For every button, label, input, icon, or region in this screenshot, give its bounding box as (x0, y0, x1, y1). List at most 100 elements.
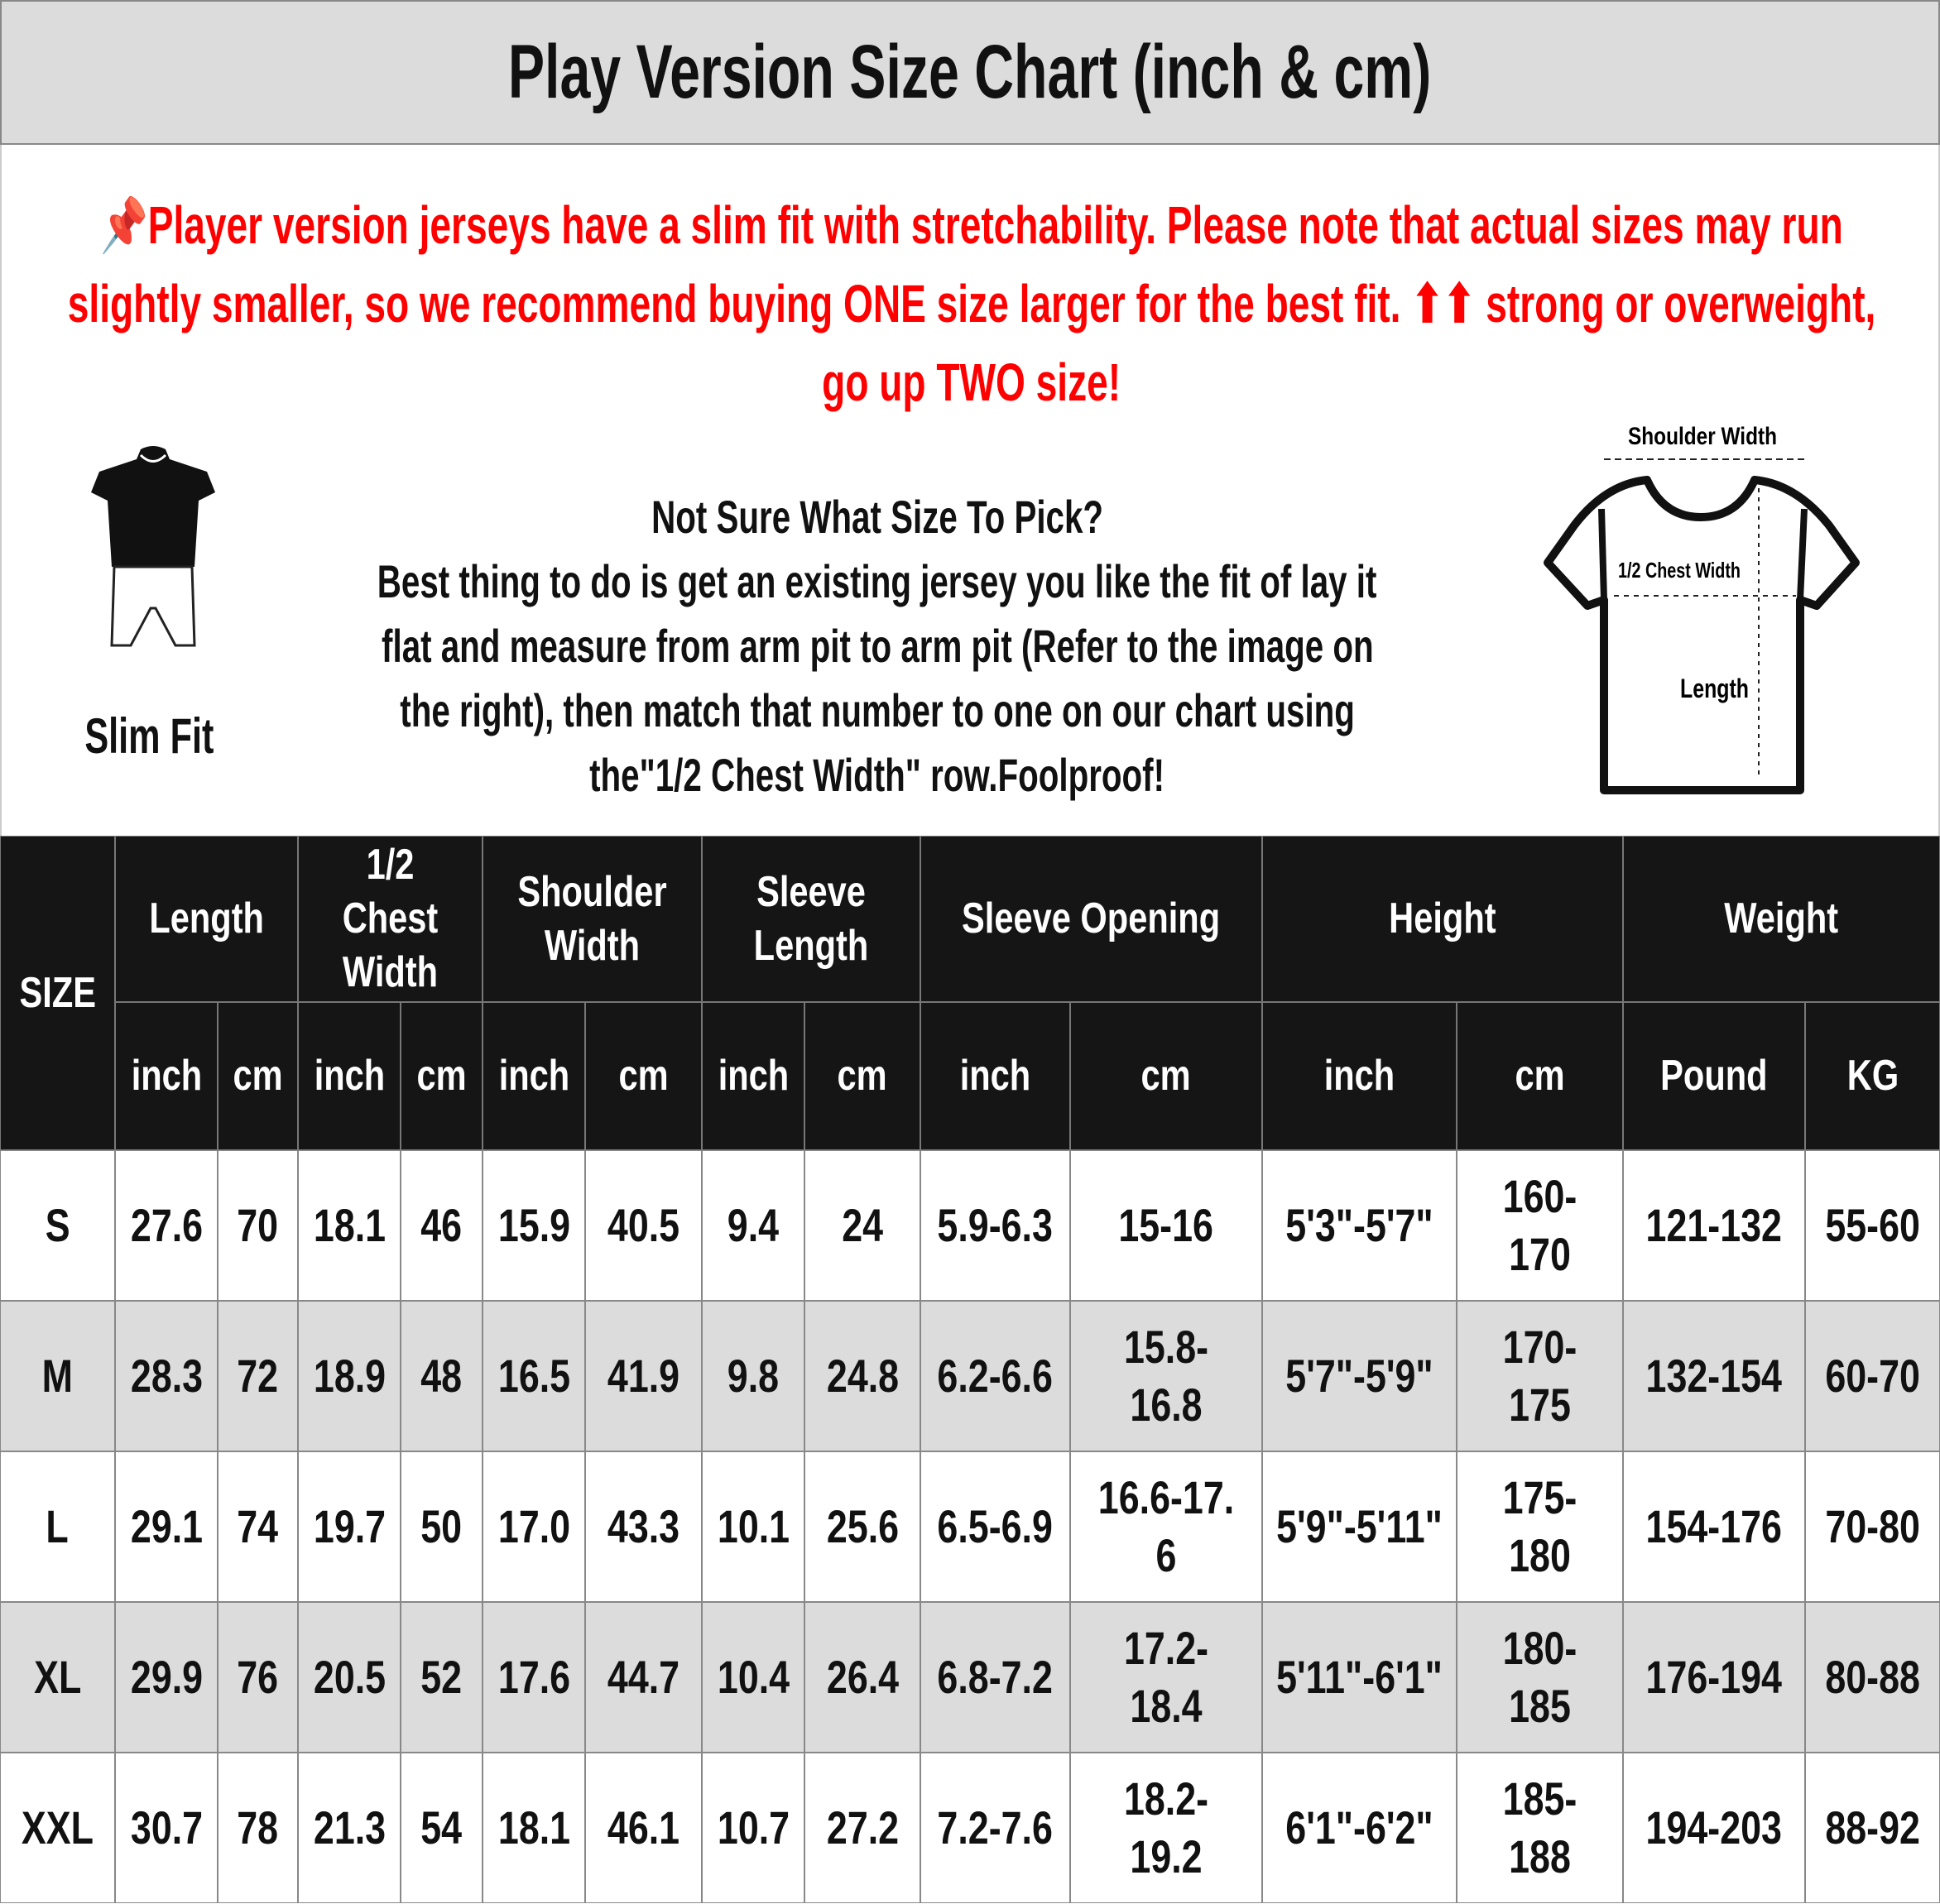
size-help-text: Not Sure What Size To Pick? Best thing t… (377, 490, 1377, 801)
table-cell: 5'3"-5'7" (1262, 1150, 1457, 1301)
table-cell: 40.5 (585, 1150, 702, 1301)
shoulder-width-label: Shoulder Width (1628, 423, 1777, 450)
table-cell: 18.2-19.2 (1070, 1753, 1262, 1903)
table-cell: 185-188 (1457, 1753, 1623, 1903)
table-cell: 160-170 (1457, 1150, 1623, 1301)
unit-header: KG (1805, 1002, 1940, 1150)
table-cell: 19.7 (298, 1451, 401, 1602)
tshirt-measurement-diagram: Shoulder Width 1/2 Chest Width Length (1544, 423, 1860, 794)
table-cell: 15.9 (483, 1150, 585, 1301)
table-cell: 9.4 (702, 1150, 804, 1301)
table-cell: 44.7 (585, 1602, 702, 1753)
table-cell: 26.4 (804, 1602, 920, 1753)
table-cell: 54 (401, 1753, 483, 1903)
table-cell: 176-194 (1623, 1602, 1805, 1753)
unit-header: inch (702, 1002, 804, 1150)
table-cell: 17.6 (483, 1602, 585, 1753)
column-group-header: Shoulder Width (483, 836, 702, 1002)
table-cell: 29.1 (115, 1451, 218, 1602)
table-cell: 16.6-17. 6 (1070, 1451, 1262, 1602)
table-cell: 180-185 (1457, 1602, 1623, 1753)
table-cell: 70-80 (1805, 1451, 1940, 1602)
table-cell: 10.1 (702, 1451, 804, 1602)
chest-width-label: 1/2 Chest Width (1618, 558, 1741, 583)
table-cell: 29.9 (115, 1602, 218, 1753)
unit-header: inch (920, 1002, 1070, 1150)
table-cell: 18.1 (483, 1753, 585, 1903)
table-cell: 55-60 (1805, 1150, 1940, 1301)
table-cell: 132-154 (1623, 1301, 1805, 1451)
table-cell: 30.7 (115, 1753, 218, 1903)
table-cell: 18.9 (298, 1301, 401, 1451)
table-cell: 6'1"-6'2" (1262, 1753, 1457, 1903)
table-cell: 25.6 (804, 1451, 920, 1602)
table-cell: 27.6 (115, 1150, 218, 1301)
table-cell: 74 (218, 1451, 298, 1602)
table-cell: 6.2-6.6 (920, 1301, 1070, 1451)
notice-line: go up TWO size! (822, 353, 1121, 412)
unit-header: cm (1070, 1002, 1262, 1150)
unit-header: cm (1457, 1002, 1623, 1150)
unit-header: inch (115, 1002, 218, 1150)
size-cell: M (0, 1301, 115, 1451)
table-cell: 50 (401, 1451, 483, 1602)
length-label: Length (1680, 674, 1749, 703)
size-cell: XL (0, 1602, 115, 1753)
unit-header: cm (804, 1002, 920, 1150)
table-cell: 17.2-18.4 (1070, 1602, 1262, 1753)
table-cell: 27.2 (804, 1753, 920, 1903)
unit-header: cm (218, 1002, 298, 1150)
table-cell: 72 (218, 1301, 298, 1451)
column-group-header: Sleeve Length (702, 836, 920, 1002)
table-cell: 20.5 (298, 1602, 401, 1753)
pushpin-icon: 📌 (100, 195, 148, 255)
table-cell: 21.3 (298, 1753, 401, 1903)
table-cell: 5.9-6.3 (920, 1150, 1070, 1301)
table-cell: 78 (218, 1753, 298, 1903)
fit-notice: 📌Player version jerseys have a slim fit … (0, 145, 1940, 836)
table-cell: 80-88 (1805, 1602, 1940, 1753)
table-cell: 15.8-16.8 (1070, 1301, 1262, 1451)
table-cell: 41.9 (585, 1301, 702, 1451)
table-cell: 5'7"-5'9" (1262, 1301, 1457, 1451)
unit-header: inch (483, 1002, 585, 1150)
table-cell: 52 (401, 1602, 483, 1753)
table-cell: 24 (804, 1150, 920, 1301)
table-cell: 15-16 (1070, 1150, 1262, 1301)
table-cell: 24.8 (804, 1301, 920, 1451)
table-cell: 9.8 (702, 1301, 804, 1451)
unit-header: cm (401, 1002, 483, 1150)
table-cell: 170-175 (1457, 1301, 1623, 1451)
notice-line: 📌Player version jerseys have a slim fit … (100, 195, 1843, 255)
unit-header: Pound (1623, 1002, 1805, 1150)
slim-fit-icon (91, 446, 215, 647)
table-cell: 48 (401, 1301, 483, 1451)
table-cell: 16.5 (483, 1301, 585, 1451)
table-cell: 121-132 (1623, 1150, 1805, 1301)
table-cell: 17.0 (483, 1451, 585, 1602)
table-cell: 5'11"-6'1" (1262, 1602, 1457, 1753)
slim-fit-label: Slim Fit (84, 708, 214, 764)
table-cell: 175-180 (1457, 1451, 1623, 1602)
table-cell: 194-203 (1623, 1753, 1805, 1903)
size-cell: L (0, 1451, 115, 1602)
table-cell: 10.4 (702, 1602, 804, 1753)
table-cell: 5'9"-5'11" (1262, 1451, 1457, 1602)
page-title: Play Version Size Chart (inch & cm) (0, 0, 1940, 145)
table-cell: 154-176 (1623, 1451, 1805, 1602)
unit-header: cm (585, 1002, 702, 1150)
table-cell: 28.3 (115, 1301, 218, 1451)
table-cell: 7.2-7.6 (920, 1753, 1070, 1903)
size-header: SIZE (0, 836, 115, 1150)
table-cell: 60-70 (1805, 1301, 1940, 1451)
size-cell: S (0, 1150, 115, 1301)
table-cell: 18.1 (298, 1150, 401, 1301)
unit-header: inch (298, 1002, 401, 1150)
table-cell: 46 (401, 1150, 483, 1301)
column-group-header: Height (1262, 836, 1623, 1002)
size-chart-table: SIZE Length inch cm 1/2 Chest Width inch cm Sho… (0, 836, 1940, 1904)
table-cell: 6.8-7.2 (920, 1602, 1070, 1753)
notice-line: slightly smaller, so we recommend buying… (67, 274, 1876, 333)
column-group-header: Sleeve Opening (920, 836, 1262, 1002)
table-cell: 46.1 (585, 1753, 702, 1903)
